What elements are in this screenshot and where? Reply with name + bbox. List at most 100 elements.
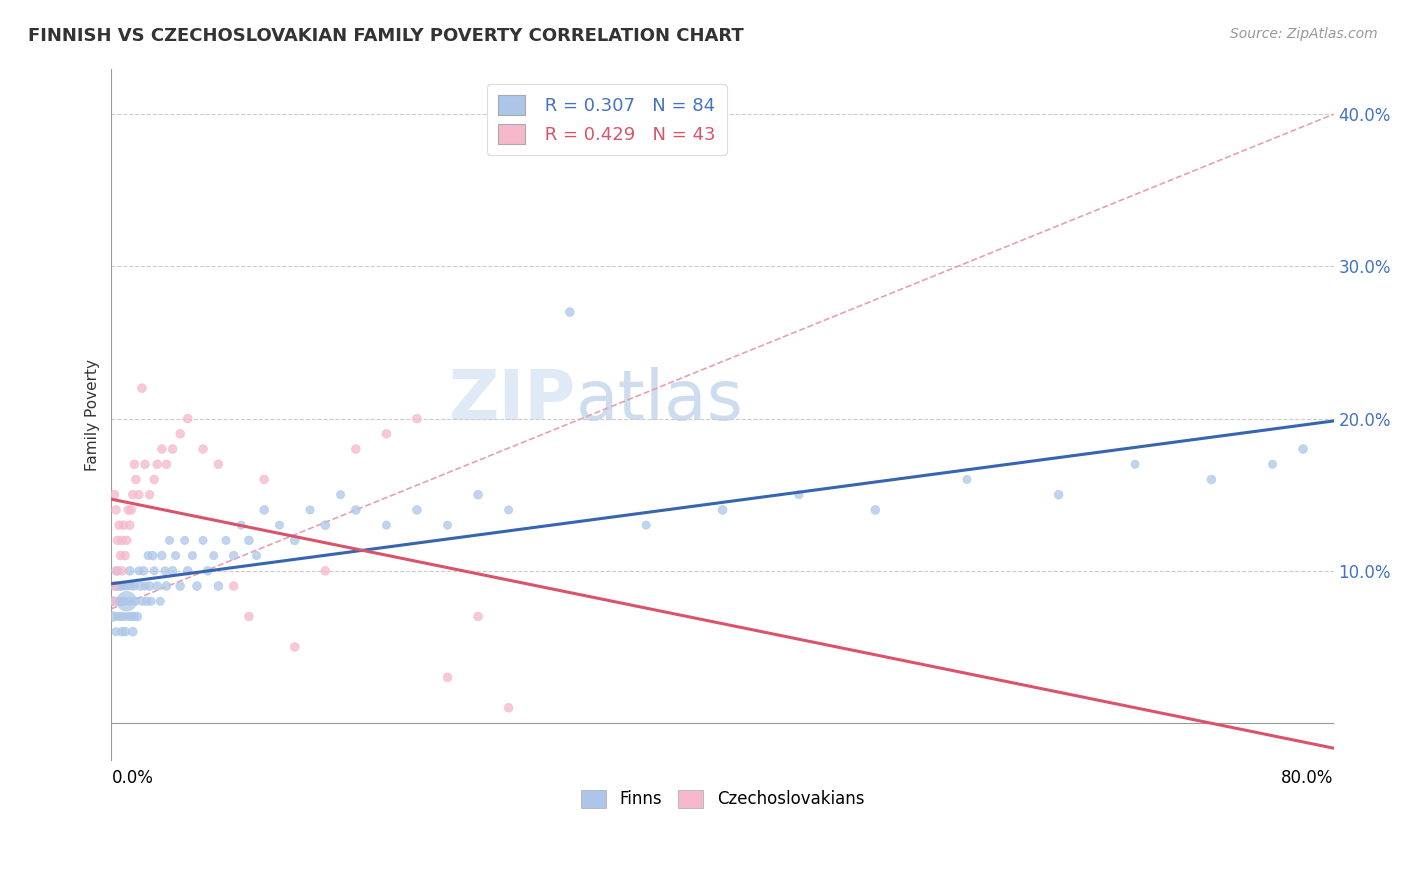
Point (131, 594, 153, 608)
Point (329, 488, 352, 502)
Point (138, 579, 160, 593)
Text: ZIP: ZIP (449, 368, 576, 434)
Point (104, 579, 127, 593)
Point (207, 579, 229, 593)
Point (222, 549, 245, 563)
Point (117, 503, 139, 517)
Point (146, 457, 169, 471)
Point (121, 488, 143, 502)
Point (118, 594, 141, 608)
Text: Source: ZipAtlas.com: Source: ZipAtlas.com (1230, 27, 1378, 41)
Point (1201, 473, 1223, 487)
Point (207, 457, 229, 471)
Point (114, 594, 136, 608)
Point (155, 457, 177, 471)
Point (299, 503, 322, 517)
Point (375, 426, 398, 441)
Point (111, 594, 134, 608)
Point (155, 579, 177, 593)
Point (186, 579, 208, 593)
Point (202, 549, 225, 563)
Point (120, 609, 142, 624)
Point (107, 609, 129, 624)
Point (112, 518, 135, 533)
Point (865, 503, 887, 517)
Point (131, 381, 153, 395)
Point (108, 518, 131, 533)
Point (104, 503, 127, 517)
Point (118, 518, 141, 533)
Point (118, 564, 141, 578)
Point (253, 503, 276, 517)
Point (284, 533, 307, 548)
Point (107, 533, 129, 548)
Point (406, 503, 429, 517)
Point (1123, 457, 1146, 471)
Point (222, 579, 245, 593)
Point (110, 549, 132, 563)
Point (1292, 442, 1315, 456)
Point (103, 594, 125, 608)
Point (121, 624, 143, 639)
Point (231, 518, 253, 533)
Point (111, 533, 134, 548)
Point (101, 609, 124, 624)
Point (314, 564, 336, 578)
Point (108, 594, 131, 608)
Point (344, 442, 367, 456)
Point (344, 503, 367, 517)
Point (191, 442, 214, 456)
Point (787, 488, 810, 502)
Point (104, 564, 127, 578)
Point (956, 473, 979, 487)
Point (169, 426, 191, 441)
Text: 0.0%: 0.0% (111, 769, 153, 787)
Point (112, 609, 135, 624)
Point (115, 533, 138, 548)
Point (153, 564, 176, 578)
Point (134, 579, 156, 593)
Point (467, 488, 489, 502)
Point (238, 609, 260, 624)
Point (117, 609, 139, 624)
Text: atlas: atlas (576, 368, 744, 434)
Point (110, 579, 132, 593)
Point (1047, 488, 1070, 502)
Point (127, 609, 149, 624)
Point (104, 624, 127, 639)
Point (128, 564, 150, 578)
Point (150, 442, 173, 456)
Point (139, 594, 162, 608)
Point (111, 624, 134, 639)
Point (124, 609, 146, 624)
Point (215, 533, 238, 548)
Point (112, 579, 135, 593)
Point (253, 473, 276, 487)
Point (135, 594, 157, 608)
Legend: Finns, Czechoslovakians: Finns, Czechoslovakians (574, 783, 870, 815)
Point (134, 457, 156, 471)
Point (636, 518, 658, 533)
Point (146, 579, 169, 593)
Text: FINNISH VS CZECHOSLOVAKIAN FAMILY POVERTY CORRELATION CHART: FINNISH VS CZECHOSLOVAKIAN FAMILY POVERT… (28, 27, 744, 45)
Point (284, 640, 307, 654)
Point (138, 488, 160, 502)
Point (467, 609, 489, 624)
Point (191, 533, 214, 548)
Point (406, 411, 429, 425)
Point (125, 473, 148, 487)
Point (436, 518, 458, 533)
Point (143, 473, 166, 487)
Point (115, 594, 138, 608)
Point (142, 549, 165, 563)
Point (558, 305, 581, 319)
Point (375, 518, 398, 533)
Point (143, 564, 166, 578)
Point (238, 533, 260, 548)
Point (197, 564, 219, 578)
Point (128, 488, 150, 502)
Point (436, 670, 458, 684)
Point (1261, 457, 1284, 471)
Point (114, 624, 136, 639)
Point (108, 579, 131, 593)
